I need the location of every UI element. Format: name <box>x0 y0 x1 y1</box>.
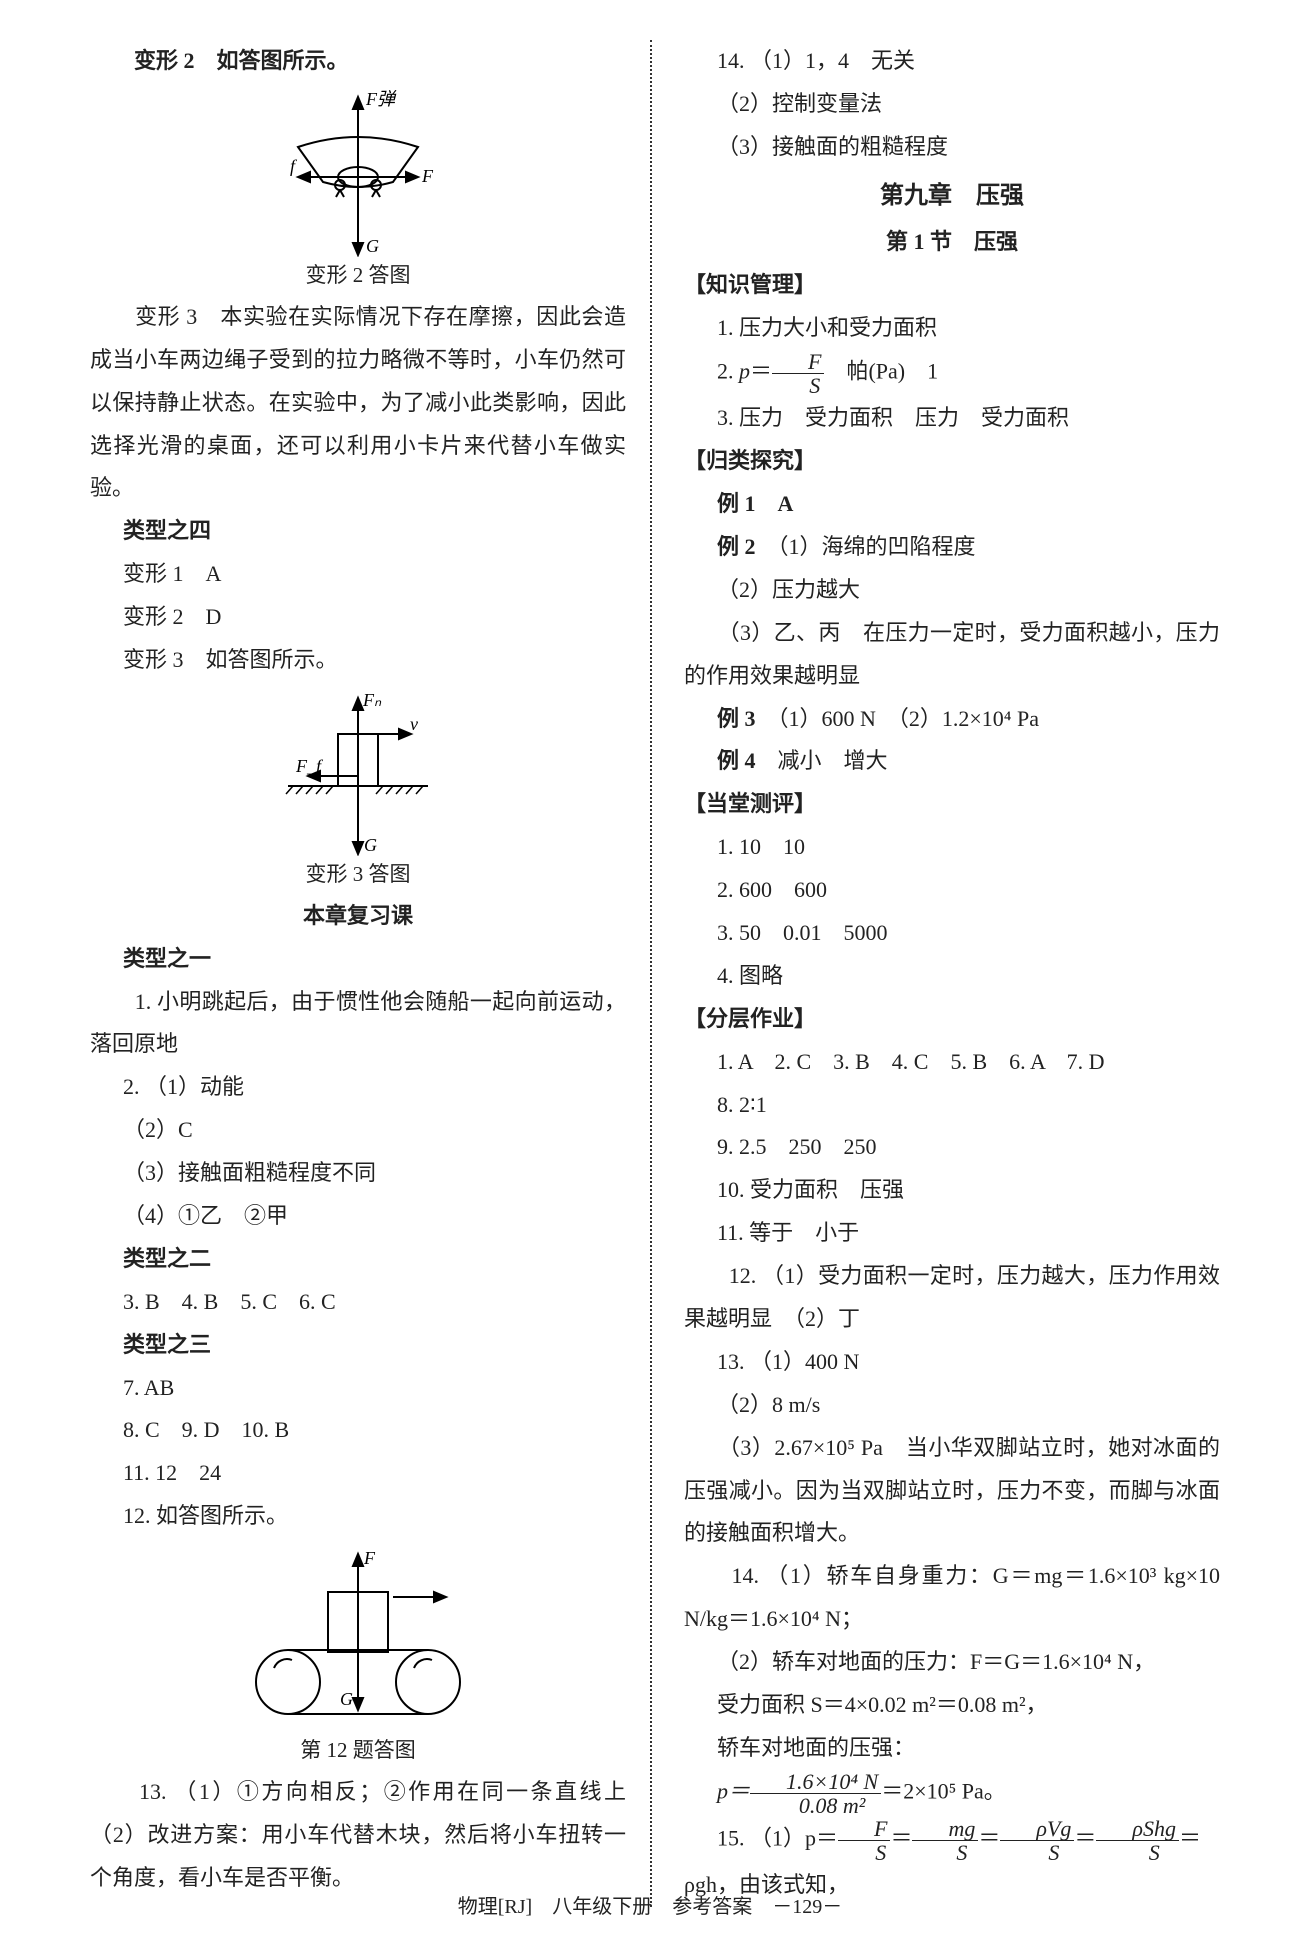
page: 变形 2 如答图所示。 <box>0 0 1300 1937</box>
t2: 2. 600 600 <box>684 869 1220 912</box>
ex4: 例 4 减小 增大 <box>684 740 1220 783</box>
var2: 变形 2 D <box>90 596 626 639</box>
hw12: 12. （1）受力面积一定时，压力越大，压力作用效果越明显 （2）丁 <box>684 1255 1220 1341</box>
r3: （3）接触面的粗糙程度 <box>684 126 1220 169</box>
type-3-heading: 类型之三 <box>90 1324 626 1367</box>
k2a: 2. <box>717 359 739 384</box>
hw8: 8. 2∶1 <box>684 1084 1220 1127</box>
r31c: ＝ <box>978 1826 1000 1851</box>
label-G3: G <box>340 1689 353 1709</box>
section-1-title: 第 1 节 压强 <box>684 221 1220 264</box>
t3: 3. 50 0.01 5000 <box>684 912 1220 955</box>
ex1: 例 1 A <box>684 483 1220 526</box>
label-FN: Fₙ <box>362 690 382 710</box>
fraction-r30: 1.6×10⁴ N0.08 m² <box>750 1770 881 1817</box>
r31b: ＝ <box>890 1826 912 1851</box>
r2: （2）控制变量法 <box>684 83 1220 126</box>
ex3: 例 3 （1）600 N （2）1.2×10⁴ Pa <box>684 698 1220 741</box>
chapter-9-title: 第九章 压强 <box>684 173 1220 220</box>
k2b: 帕(Pa) 1 <box>824 359 938 384</box>
hw11: 11. 等于 小于 <box>684 1212 1220 1255</box>
page-footer: 物理[RJ] 八年级下册 参考答案 －129－ <box>0 1890 1300 1919</box>
right-column: 14. （1）1，4 无关 （2）控制变量法 （3）接触面的粗糙程度 第九章 压… <box>656 40 1220 1907</box>
q7: 7. AB <box>90 1367 626 1410</box>
frac5: ρShgS <box>1096 1817 1179 1864</box>
homework-heading: 【分层作业】 <box>684 998 1220 1041</box>
label-G2: G <box>364 835 377 855</box>
label-F: F <box>421 166 434 186</box>
var3: 变形 3 如答图所示。 <box>90 639 626 682</box>
figure-variant-2: F弹 f F G <box>258 87 458 257</box>
figure-3-caption: 第 12 题答图 <box>90 1730 626 1771</box>
q2-4: （4）①乙 ②甲 <box>90 1195 626 1238</box>
t1: 1. 10 10 <box>684 826 1220 869</box>
q2-2: （2）C <box>90 1109 626 1152</box>
q12: 12. 如答图所示。 <box>90 1495 626 1538</box>
ex2-1: 例 2 （1）海绵的凹陷程度 <box>684 526 1220 569</box>
r31a: 15. （1）p＝ <box>717 1826 838 1851</box>
variant-2-heading: 变形 2 如答图所示。 <box>90 40 626 83</box>
type-4-heading: 类型之四 <box>90 510 626 553</box>
frac2: FS <box>838 1817 890 1864</box>
q2-3: （3）接触面粗糙程度不同 <box>90 1152 626 1195</box>
label-Fq: F弹 <box>365 89 397 109</box>
test-heading: 【当堂测评】 <box>684 783 1220 826</box>
r1: 14. （1）1，4 无关 <box>684 40 1220 83</box>
variant-3-text: 变形 3 本实验在实际情况下存在摩擦，因此会造成当小车两边绳子受到的拉力略微不等… <box>90 296 626 510</box>
label-v: v <box>410 714 418 734</box>
k2: 2. p＝FS 帕(Pa) 1 <box>684 350 1220 397</box>
chapter-review: 本章复习课 <box>90 895 626 938</box>
frac4: ρVgS <box>1000 1817 1074 1864</box>
two-column-layout: 变形 2 如答图所示。 <box>90 40 1220 1907</box>
type-1-heading: 类型之一 <box>90 938 626 981</box>
figure-q12: F G <box>228 1542 488 1732</box>
var1: 变形 1 A <box>90 553 626 596</box>
label-G: G <box>366 236 379 256</box>
k1: 1. 压力大小和受力面积 <box>684 307 1220 350</box>
label-Ff: F_f <box>295 756 324 776</box>
hw13-3: （3）2.67×10⁵ Pa 当小华双脚站立时，她对冰面的压强减小。因为当双脚站… <box>684 1427 1220 1556</box>
hw14-1: 14. （1）轿车自身重力：G＝mg＝1.6×10³ kg×10 N/kg＝1.… <box>684 1555 1220 1641</box>
left-column: 变形 2 如答图所示。 <box>90 40 646 1907</box>
r30b: ＝2×10⁵ Pa。 <box>881 1778 1006 1803</box>
hw14-4: 轿车对地面的压强： <box>684 1727 1220 1770</box>
p-eq: p＝ <box>717 1778 750 1803</box>
hw9: 9. 2.5 250 250 <box>684 1126 1220 1169</box>
hw14-5: p＝1.6×10⁴ N0.08 m²＝2×10⁵ Pa。 <box>684 1770 1220 1817</box>
r31d: ＝ <box>1074 1826 1096 1851</box>
q2-1: 2. （1）动能 <box>90 1066 626 1109</box>
hw14-2: （2）轿车对地面的压力：F＝G＝1.6×10⁴ N， <box>684 1641 1220 1684</box>
hw1: 1. A 2. C 3. B 4. C 5. B 6. A 7. D <box>684 1041 1220 1084</box>
hw13-1: 13. （1）400 N <box>684 1341 1220 1384</box>
fraction-F-S: FS <box>772 350 824 397</box>
frac3: mgS <box>912 1817 978 1864</box>
column-separator <box>650 40 652 1907</box>
q13: 13. （1）①方向相反；②作用在同一条直线上 （2）改进方案：用小车代替木块，… <box>90 1771 626 1900</box>
label-f: f <box>290 156 298 176</box>
hw13-2: （2）8 m/s <box>684 1384 1220 1427</box>
q8-10: 8. C 9. D 10. B <box>90 1409 626 1452</box>
label-F3: F <box>363 1548 376 1568</box>
type-2-heading: 类型之二 <box>90 1238 626 1281</box>
figure-2-caption: 变形 3 答图 <box>90 854 626 895</box>
ex2-3: （3）乙、丙 在压力一定时，受力面积越小，压力的作用效果越明显 <box>684 612 1220 698</box>
hw10: 10. 受力面积 压强 <box>684 1169 1220 1212</box>
q11: 11. 12 24 <box>90 1452 626 1495</box>
ex2-2: （2）压力越大 <box>684 569 1220 612</box>
q3-6: 3. B 4. B 5. C 6. C <box>90 1281 626 1324</box>
t4: 4. 图略 <box>684 955 1220 998</box>
hw14-3: 受力面积 S＝4×0.02 m²＝0.08 m²， <box>684 1684 1220 1727</box>
figure-variant-3: Fₙ v F_f G <box>258 686 458 856</box>
category-heading: 【归类探究】 <box>684 440 1220 483</box>
k3: 3. 压力 受力面积 压力 受力面积 <box>684 397 1220 440</box>
q1: 1. 小明跳起后，由于惯性他会随船一起向前运动，落回原地 <box>90 981 626 1067</box>
figure-1-caption: 变形 2 答图 <box>90 255 626 296</box>
knowledge-heading: 【知识管理】 <box>684 264 1220 307</box>
